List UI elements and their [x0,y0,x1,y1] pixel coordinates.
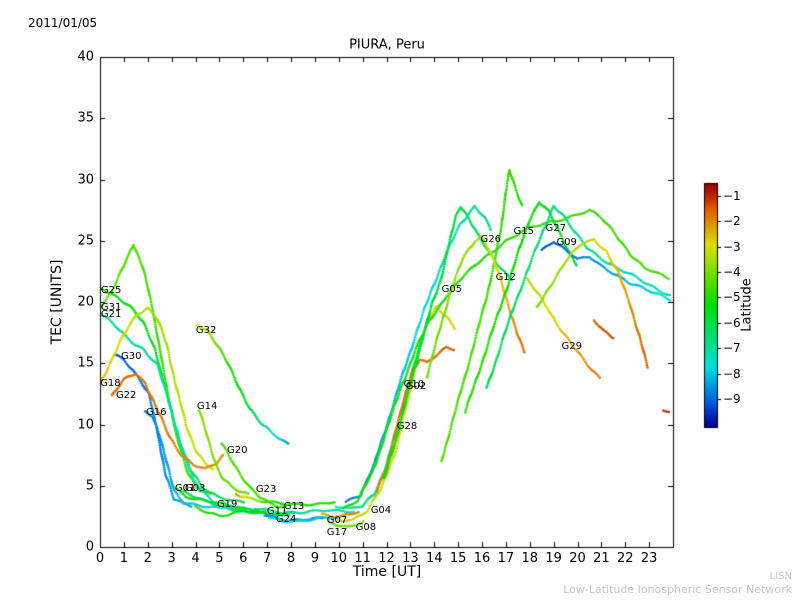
y-tick-label-10: 10 [77,417,94,432]
x-tick-label-21: 21 [593,551,610,566]
x-tick-label-19: 19 [545,551,562,566]
satellite-label-G03: G03 [184,483,206,495]
y-tick-label-15: 15 [77,355,94,371]
x-tick-label-10: 10 [330,551,348,566]
x-tick-label-15: 15 [449,551,467,566]
watermark: LISN Low-Latitude Ionospheric Sensor Net… [563,570,792,596]
y-tick-label-0: 0 [85,539,94,555]
satellite-label-G32: G32 [195,325,217,337]
colorbar-tick-label-8: −8 [723,366,741,381]
watermark-fullname: Low-Latitude Ionospheric Sensor Network [563,583,792,596]
satellite-label-G17: G17 [326,526,348,538]
colorbar-tick-label-3: −3 [723,239,741,254]
y-axis-label: TEC [UNITS] [49,259,65,345]
x-tick-label-9: 9 [310,551,320,566]
satellite-label-G31: G31 [100,302,122,314]
watermark-acronym: LISN [769,571,792,582]
satellite-label-G27: G27 [545,222,566,234]
y-tick-label-20: 20 [77,294,94,310]
x-tick-label-1: 1 [119,551,129,566]
x-tick-label-5: 5 [215,551,224,566]
x-tick-label-2: 2 [143,551,152,566]
satellite-label-G18: G18 [100,378,121,390]
satellite-label-G09: G09 [556,237,577,249]
satellite-label-G12: G12 [495,271,517,283]
satellite-label-G13: G13 [283,501,305,513]
y-tick-label-5: 5 [85,478,94,494]
satellite-label-G28: G28 [396,420,418,432]
x-tick-label-23: 23 [640,551,658,566]
satellite-label-G22: G22 [115,390,137,402]
satellite-label-G16: G16 [146,407,167,419]
satellite-label-G07: G07 [326,515,348,527]
satellite-label-G30: G30 [120,351,142,363]
satellite-label-G29: G29 [561,341,582,353]
x-axis-label: Time [UT] [352,564,422,580]
colorbar-tick-label-9: −9 [723,392,741,407]
satellite-label-G08: G08 [355,521,377,533]
x-tick-label-22: 22 [616,551,634,566]
x-tick-label-6: 6 [239,551,248,566]
x-tick-label-13: 13 [402,551,419,566]
x-tick-label-0: 0 [95,551,105,566]
x-tick-label-14: 14 [425,551,443,566]
x-tick-label-11: 11 [354,551,371,566]
satellite-label-G05: G05 [441,283,463,295]
x-tick-label-3: 3 [167,551,176,566]
colorbar-tick-label-5: −5 [723,290,741,305]
y-tick-label-35: 35 [77,110,94,126]
satellite-label-G23: G23 [255,483,277,495]
x-tick-label-12: 12 [378,551,395,566]
date-label: 2011/01/05 [28,16,98,30]
colorbar-tick-label-4: −4 [723,264,741,279]
satellite-label-G15: G15 [513,226,534,238]
satellite-label-G04: G04 [370,504,392,516]
satellite-label-G26: G26 [480,233,501,245]
satellite-label-G25: G25 [100,284,122,296]
y-tick-label-40: 40 [77,49,94,65]
x-tick-label-18: 18 [521,551,539,566]
x-tick-label-4: 4 [191,551,200,566]
x-tick-label-17: 17 [497,551,515,566]
y-tick-label-25: 25 [77,233,94,249]
satellite-label-G19: G19 [216,499,238,511]
colorbar-tick-label-7: −7 [723,341,741,356]
satellite-label-G11: G11 [266,506,288,518]
colorbar-label: Latitude [739,278,755,332]
satellite-label-G02: G02 [405,380,427,392]
x-tick-label-7: 7 [262,551,272,566]
x-tick-label-20: 20 [569,551,586,566]
y-tick-label-30: 30 [77,172,94,187]
satellite-label-G10: G10 [403,379,425,391]
plot-title: PIURA, Peru [349,37,425,53]
satellite-label-G01: G01 [174,483,196,495]
satellite-label-G21: G21 [100,309,122,321]
colorbar-tick-label-6: −6 [723,315,741,330]
x-tick-label-8: 8 [286,551,296,566]
colorbar-tick-label-1: −1 [723,188,741,203]
satellite-label-G20: G20 [226,445,248,457]
colorbar-tick-label-2: −2 [723,214,741,229]
satellite-label-G24: G24 [275,513,297,525]
x-tick-label-16: 16 [473,551,491,566]
satellite-label-G14: G14 [196,401,218,413]
